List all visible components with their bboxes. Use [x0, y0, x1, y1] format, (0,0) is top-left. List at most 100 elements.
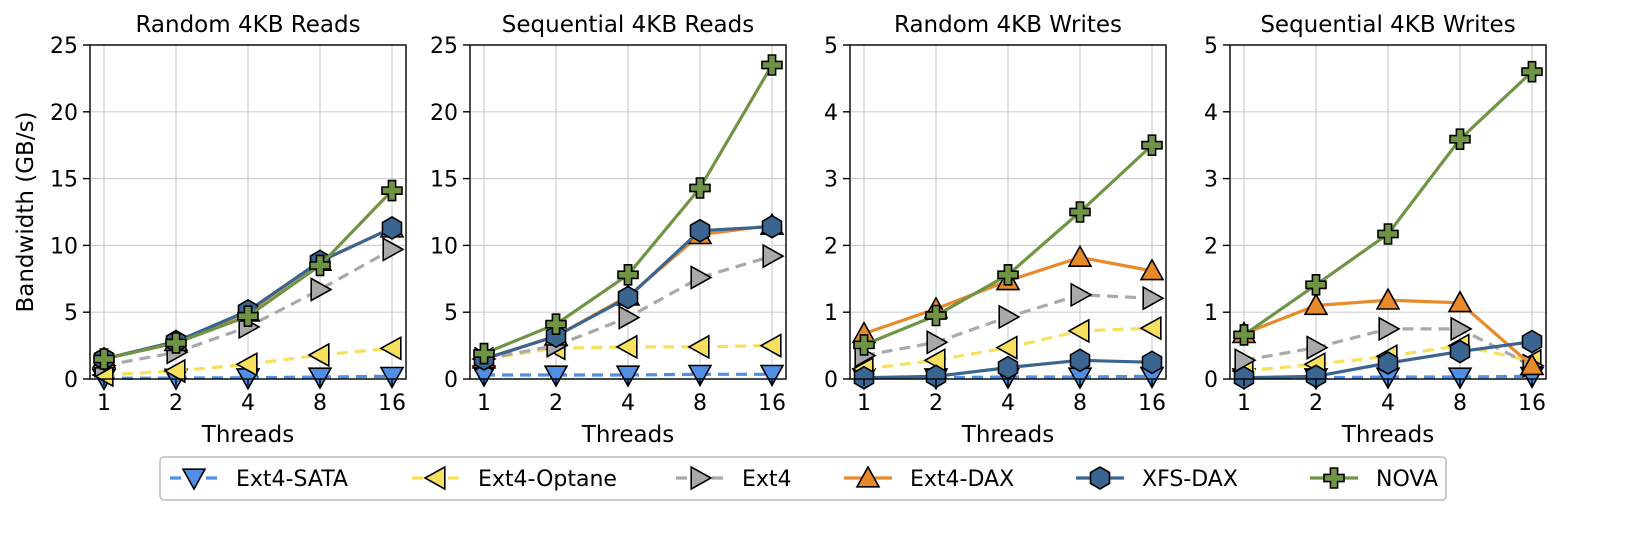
data-point-ext4-optane [687, 334, 710, 360]
data-point-ext4 [382, 237, 405, 262]
x-tick-label: 4 [621, 391, 635, 416]
x-tick-label: 16 [1518, 391, 1546, 416]
x-tick-label: 8 [1073, 391, 1087, 416]
legend-label: Ext4-DAX [910, 467, 1014, 492]
data-point-ext4-optane [307, 342, 330, 368]
legend-item-ext4-optane: Ext4-Optane [412, 465, 617, 492]
data-point-ext4-dax [1447, 290, 1473, 313]
x-tick-label: 4 [1001, 391, 1015, 416]
legend-label: Ext4-SATA [236, 467, 348, 492]
panel-title: Random 4KB Writes [894, 12, 1122, 38]
data-point-ext4-dax [1139, 258, 1165, 281]
data-point-ext4 [1378, 316, 1401, 342]
data-point-xfs-dax [545, 324, 567, 349]
y-tick-label: 25 [430, 34, 458, 59]
legend-marker [1323, 467, 1345, 489]
x-tick-label: 16 [758, 391, 786, 416]
data-point-xfs-dax [381, 216, 403, 240]
data-point-ext4 [998, 304, 1021, 330]
data-point-ext4-optane [995, 335, 1018, 360]
data-point-ext4-sata [543, 365, 569, 388]
legend-item-ext4-dax: Ext4-DAX [844, 465, 1014, 492]
legend-item-xfs-dax: XFS-DAX [1076, 466, 1238, 492]
data-point-ext4 [1234, 347, 1257, 373]
x-tick-label: 2 [929, 391, 943, 416]
y-tick-label: 1 [1204, 301, 1218, 326]
x-tick-label: 8 [1453, 391, 1467, 416]
series-ext4-sata [471, 364, 785, 388]
y-tick-label: 4 [1204, 101, 1218, 126]
panel-title: Random 4KB Reads [135, 12, 360, 38]
legend-label: XFS-DAX [1142, 467, 1238, 492]
data-point-xfs-dax [1449, 339, 1471, 364]
data-point-ext4 [310, 277, 333, 302]
y-tick-label: 2 [1204, 234, 1218, 259]
legend-item-ext4: Ext4 [676, 465, 792, 492]
x-tick-label: 16 [378, 391, 406, 416]
legend-marker [423, 465, 446, 491]
data-point-xfs-dax [761, 214, 783, 239]
y-tick-label: 3 [824, 168, 838, 193]
series-nova [853, 134, 1163, 356]
data-point-ext4-dax [1375, 287, 1401, 310]
data-point-nova [925, 304, 947, 327]
data-point-nova [1141, 134, 1163, 156]
y-tick-label: 20 [50, 101, 78, 126]
data-point-nova [1449, 128, 1471, 150]
series-ext4 [854, 282, 1165, 368]
series-ext4-dax [1231, 287, 1545, 376]
data-point-ext4-sata [687, 364, 713, 387]
y-tick-label: 25 [50, 34, 78, 59]
x-tick-label: 2 [549, 391, 563, 416]
data-point-ext4-sata [615, 365, 641, 388]
x-tick-label: 1 [857, 391, 871, 416]
data-point-ext4 [1306, 335, 1329, 360]
y-tick-label: 0 [64, 368, 78, 393]
y-tick-label: 5 [64, 301, 78, 326]
y-tick-label: 4 [824, 101, 838, 126]
legend-marker [855, 465, 881, 488]
x-axis-label: Threads [201, 422, 294, 448]
legend-label: Ext4-Optane [478, 467, 617, 492]
data-point-ext4-optane [759, 333, 782, 358]
panel-sequential-4kb-reads: 0 5 10 15 20 25 1 2 4 8 16 Sequential 4KB Reads Thre… [430, 12, 787, 448]
data-point-ext4-optane [235, 351, 258, 377]
x-tick-label: 16 [1138, 391, 1166, 416]
legend-marker [1089, 466, 1111, 490]
x-tick-label: 1 [1237, 391, 1251, 416]
y-axis-label: Bandwidth (GB/s) [13, 111, 39, 312]
data-point-nova [1233, 324, 1255, 346]
data-point-ext4-optane [1139, 315, 1162, 341]
x-tick-label: 4 [241, 391, 255, 416]
y-tick-label: 5 [444, 301, 458, 326]
legend-marker [181, 468, 207, 491]
series-nova [93, 179, 403, 370]
y-tick-label: 2 [824, 234, 838, 259]
data-point-nova [997, 263, 1019, 286]
data-point-xfs-dax [1069, 348, 1091, 373]
y-tick-label: 15 [50, 168, 78, 193]
panel-title: Sequential 4KB Writes [1260, 12, 1515, 38]
data-point-ext4 [926, 329, 949, 355]
data-point-nova [1069, 201, 1091, 223]
data-point-ext4-optane [1067, 318, 1090, 344]
panel-random-4kb-reads: 0 5 10 15 20 25 1 2 4 8 16 Random 4KB Reads Threads [50, 12, 407, 448]
data-point-ext4-sata [307, 367, 333, 390]
data-point-ext4-optane [379, 335, 402, 361]
x-tick-label: 4 [1381, 391, 1395, 416]
data-point-nova [381, 179, 403, 202]
data-point-ext4 [690, 265, 713, 290]
y-tick-label: 20 [430, 101, 458, 126]
data-point-nova [689, 177, 711, 199]
data-point-ext4-dax [1067, 244, 1093, 268]
y-tick-label: 0 [824, 368, 838, 393]
data-point-nova [853, 334, 875, 356]
data-point-nova [1305, 273, 1327, 296]
y-tick-label: 1 [824, 301, 838, 326]
data-point-xfs-dax [1141, 350, 1163, 375]
x-tick-label: 1 [97, 391, 111, 416]
data-point-nova [165, 332, 187, 354]
